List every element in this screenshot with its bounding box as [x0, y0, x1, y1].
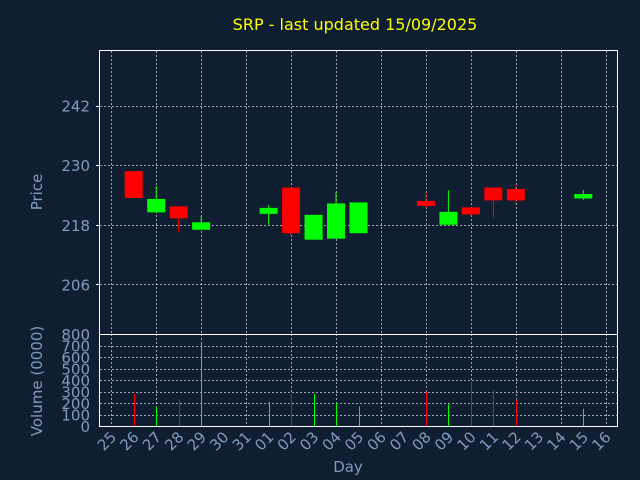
volume-y-tick-label: 300 — [61, 384, 90, 402]
price-y-tick-label: 242 — [61, 98, 90, 116]
candle-body-down — [169, 206, 188, 219]
price-y-tick-label: 218 — [61, 217, 90, 235]
price-y-tick-label: 230 — [61, 157, 90, 175]
candle-body-down — [124, 171, 143, 198]
volume-y-tick-label: 0 — [80, 418, 90, 436]
volume-axis-label: Volume (0000) — [28, 326, 46, 436]
volume-bar-series — [134, 343, 584, 426]
volume-y-tick-label: 700 — [61, 338, 90, 356]
price-y-tick-labels: 206 218 230 242 — [61, 98, 100, 294]
candle-body-up — [327, 203, 346, 239]
candle-body-up — [439, 211, 458, 225]
volume-y-tick-label: 400 — [61, 372, 90, 390]
x-axis-label: Day — [333, 458, 363, 476]
volume-y-tick-label: 500 — [61, 361, 90, 379]
candle-body-up — [192, 222, 211, 230]
x-tick-labels: 2526272829303101020304050607080910111213… — [94, 428, 615, 454]
price-axis-label: Price — [28, 174, 46, 211]
chart-title: SRP - last updated 15/09/2025 — [233, 15, 478, 34]
price-panel: 206 218 230 242 Price — [28, 50, 618, 335]
candle-body-down — [282, 187, 301, 234]
candle-body-down — [461, 207, 480, 215]
candle-body-up — [574, 193, 593, 199]
candle-body-up — [304, 214, 323, 240]
candlestick-series — [124, 171, 593, 240]
volume-y-tick-label: 600 — [61, 349, 90, 367]
candle-body-up — [349, 202, 368, 234]
volume-y-tick-label: 100 — [61, 407, 90, 425]
volume-frame — [99, 334, 618, 427]
candle-body-up — [259, 207, 278, 214]
candle-body-down — [416, 200, 435, 206]
volume-y-tick-label: 200 — [61, 395, 90, 413]
candle-body-down — [506, 189, 525, 201]
volume-y-tick-label: 800 — [61, 326, 90, 344]
candle-body-down — [484, 187, 503, 201]
price-y-tick-label: 206 — [61, 276, 90, 294]
candle-body-up — [147, 198, 166, 213]
